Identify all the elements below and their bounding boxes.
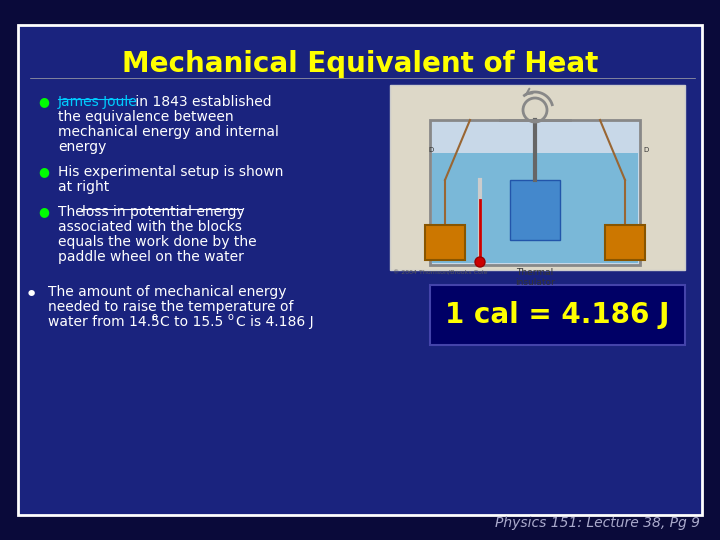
Text: needed to raise the temperature of: needed to raise the temperature of [48, 300, 294, 314]
Text: C to 15.5: C to 15.5 [160, 315, 223, 329]
Text: •: • [25, 285, 38, 305]
Text: o: o [228, 312, 234, 322]
Text: C is 4.186 J: C is 4.186 J [236, 315, 314, 329]
Text: at right: at right [58, 180, 109, 194]
Text: Mechanical Equivalent of Heat: Mechanical Equivalent of Heat [122, 50, 598, 78]
Text: The: The [58, 205, 88, 219]
Text: D: D [643, 147, 648, 153]
Bar [605, 225, 645, 260]
Text: the equivalence between: the equivalence between [58, 110, 233, 124]
Text: water from 14.5: water from 14.5 [48, 315, 160, 329]
Text: The amount of mechanical energy: The amount of mechanical energy [48, 285, 287, 299]
Bar [390, 85, 685, 270]
Text: ●: ● [38, 165, 49, 178]
Bar [430, 120, 640, 265]
Text: D: D [428, 147, 433, 153]
Text: Thermal
insulator: Thermal insulator [515, 268, 555, 287]
Text: ●: ● [38, 205, 49, 218]
Text: in 1843 established: in 1843 established [131, 95, 271, 109]
Text: loss in potential energy: loss in potential energy [82, 205, 245, 219]
Circle shape [475, 257, 485, 267]
Bar [425, 225, 465, 260]
Text: energy: energy [58, 140, 107, 154]
Bar [430, 285, 685, 345]
Text: His experimental setup is shown: His experimental setup is shown [58, 165, 284, 179]
Bar [510, 180, 560, 240]
Text: associated with the blocks: associated with the blocks [58, 220, 242, 234]
Text: ●: ● [38, 95, 49, 108]
Text: Physics 151: Lecture 38, Pg 9: Physics 151: Lecture 38, Pg 9 [495, 516, 700, 530]
Text: equals the work done by the: equals the work done by the [58, 235, 256, 249]
Bar [432, 153, 638, 263]
Text: mechanical energy and internal: mechanical energy and internal [58, 125, 279, 139]
Text: o: o [152, 312, 158, 322]
Text: paddle wheel on the water: paddle wheel on the water [58, 250, 244, 264]
Text: 1 cal = 4.186 J: 1 cal = 4.186 J [445, 301, 669, 329]
Text: James Joule: James Joule [58, 95, 138, 109]
Text: © 2004 Thomson/Brooks Cole: © 2004 Thomson/Brooks Cole [393, 270, 487, 275]
